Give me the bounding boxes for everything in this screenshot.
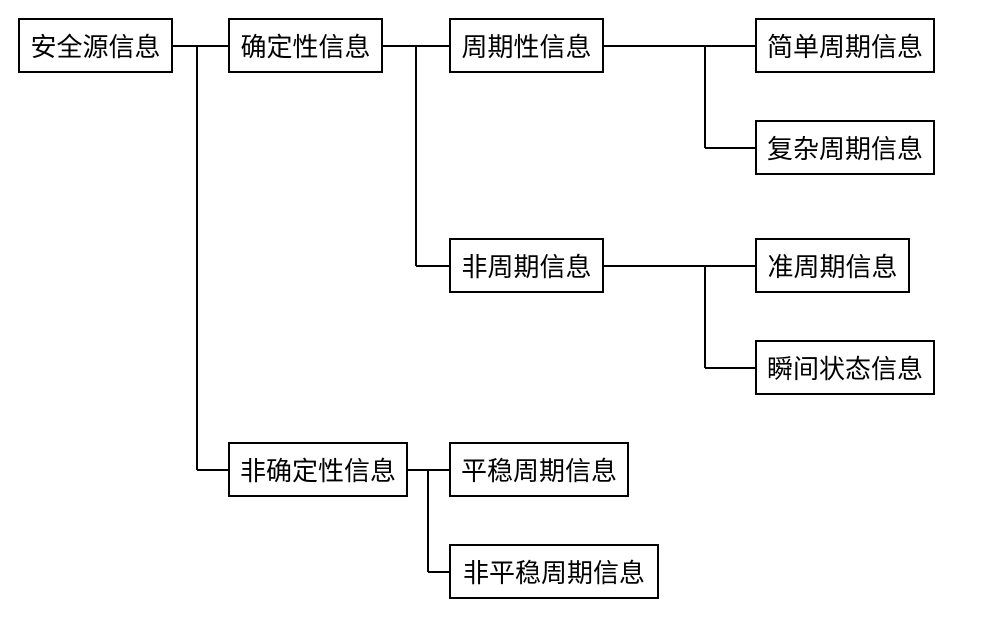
node-n5: 复杂周期信息 (755, 120, 935, 175)
node-n9: 非确定性信息 (228, 442, 408, 497)
node-n7: 准周期信息 (755, 238, 910, 293)
node-n10: 平稳周期信息 (449, 442, 629, 497)
node-n3: 周期性信息 (449, 18, 604, 73)
diagram-edges (0, 0, 1000, 626)
node-n4: 简单周期信息 (755, 18, 935, 73)
node-n1: 安全源信息 (18, 18, 173, 73)
node-n2: 确定性信息 (228, 18, 383, 73)
node-n11: 非平稳周期信息 (449, 544, 659, 599)
node-n6: 非周期信息 (449, 238, 604, 293)
node-n8: 瞬间状态信息 (755, 340, 935, 395)
